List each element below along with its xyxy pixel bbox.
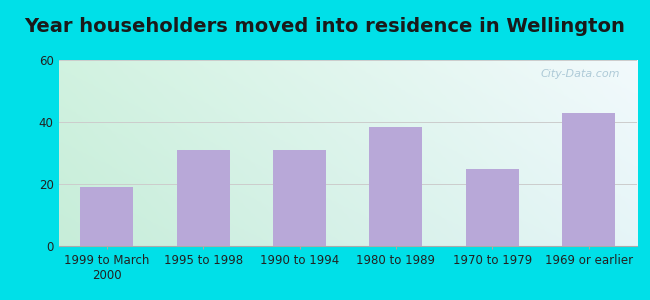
Bar xyxy=(562,113,616,246)
Bar xyxy=(80,187,133,246)
Bar xyxy=(177,150,229,246)
Bar xyxy=(369,127,423,246)
Bar xyxy=(466,169,519,246)
Text: City-Data.com: City-Data.com xyxy=(540,69,619,79)
Bar xyxy=(273,150,326,246)
Text: Year householders moved into residence in Wellington: Year householders moved into residence i… xyxy=(25,17,625,37)
